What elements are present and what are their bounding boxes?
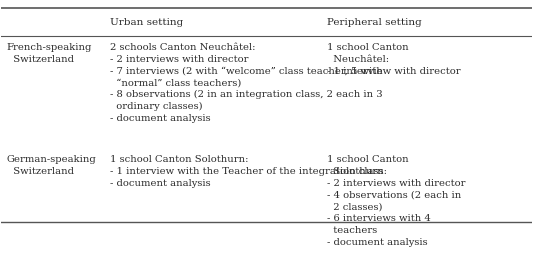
Text: 1 school Canton Solothurn:
- 1 interview with the Teacher of the integration cla: 1 school Canton Solothurn: - 1 interview…	[110, 155, 384, 188]
Text: 1 school Canton
  Neuchâtel:
- 1 interview with director: 1 school Canton Neuchâtel: - 1 interview…	[327, 43, 461, 76]
Text: 2 schools Canton Neuchâtel:
- 2 interviews with director
- 7 interviews (2 with : 2 schools Canton Neuchâtel: - 2 intervie…	[110, 43, 383, 123]
Text: Urban setting: Urban setting	[110, 18, 183, 27]
Text: 1 school Canton
  Solothurn:
- 2 interviews with director
- 4 observations (2 ea: 1 school Canton Solothurn: - 2 interview…	[327, 155, 466, 247]
Text: Peripheral setting: Peripheral setting	[327, 18, 422, 27]
Text: French-speaking
  Switzerland: French-speaking Switzerland	[7, 43, 92, 64]
Text: German-speaking
  Switzerland: German-speaking Switzerland	[7, 155, 96, 176]
